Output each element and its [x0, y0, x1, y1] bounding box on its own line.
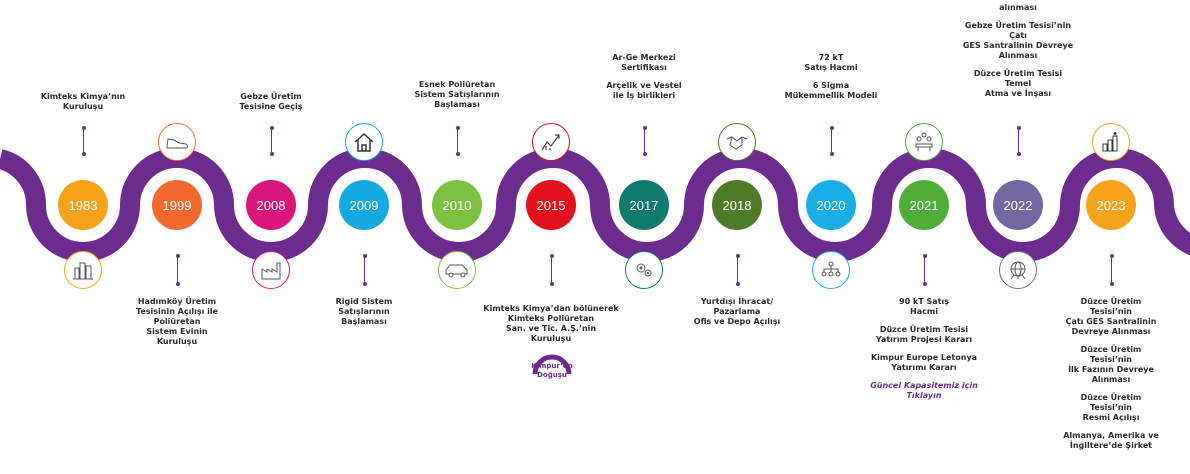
connector-2022	[1016, 126, 1021, 156]
connector-1983	[81, 126, 86, 156]
gears-icon	[625, 251, 663, 289]
meeting-icon	[905, 123, 943, 161]
city-buildings-icon	[64, 251, 102, 289]
year-badge-2022: 2022	[993, 180, 1043, 230]
year-badge-1999: 1999	[152, 180, 202, 230]
milestone-text-2018: Yurtdışı İhracat/Pazarlama Ofis ve Depo A…	[693, 297, 781, 326]
growth-chart-icon	[532, 123, 570, 161]
connector-2021	[922, 254, 927, 286]
capacity-link[interactable]: Güncel Kapasitemiz için Tıklayın	[870, 381, 978, 400]
milestone-text-2023: Düzce Üretim Tesisi’nin Çatı GES Santralin…	[1063, 297, 1159, 450]
connector-2015	[549, 254, 554, 286]
milestone-text-2017: Ar-Ge Merkezi Sertifikası Arçelik ve Vest…	[606, 53, 682, 100]
year-badge-2023: 2023	[1086, 180, 1136, 230]
house-icon	[345, 123, 383, 161]
year-badge-2021: 2021	[899, 180, 949, 230]
factory-icon	[252, 251, 290, 289]
year-badge-2017: 2017	[619, 180, 669, 230]
globe-network-icon	[999, 251, 1037, 289]
connector-2009	[362, 254, 367, 286]
milestone-text-2008: Gebze Üretim Tesisine Geçiş	[239, 92, 303, 111]
year-badge-2015: 2015	[526, 180, 576, 230]
year-badge-1983: 1983	[58, 180, 108, 230]
podium-climber-icon	[1092, 123, 1130, 161]
handshake-icon	[718, 123, 756, 161]
connector-2017	[642, 126, 647, 156]
year-badge-2010: 2010	[432, 180, 482, 230]
kimpur-origin-label: Kimpur’un Doğuşu	[531, 362, 573, 379]
team-network-icon	[812, 251, 850, 289]
kimpur-arc	[532, 354, 572, 375]
milestone-text-2009: Rigid Sistem Satışlarının Başlaması	[335, 297, 393, 326]
sneaker-icon	[158, 123, 196, 161]
year-badge-2008: 2008	[246, 180, 296, 230]
milestone-text-2022: alınması Gebze Üretim Tesisi’nin Çatı GES …	[962, 3, 1074, 98]
milestone-text-2021: 90 kT Satış Hacmi Düzce Üretim Tesisi Yatı…	[849, 297, 999, 401]
milestone-text-2020: 72 kT Satış Hacmi 6 Sigma Mükemmellik Mode…	[784, 53, 878, 100]
milestone-text-2015: Kimteks Kimya’dan bölünerek Kimteks Poliü…	[483, 304, 619, 343]
milestone-text-1999: Hadımköy Üretim Tesisinin Açılışı ile Poli…	[135, 297, 219, 346]
milestone-text-2010: Esnek Poliüretan Sistem Satışlarının Başla…	[414, 80, 500, 109]
connector-2020	[829, 126, 834, 156]
year-badge-2020: 2020	[806, 180, 856, 230]
year-badge-2018: 2018	[712, 180, 762, 230]
connector-1999	[175, 254, 180, 286]
car-icon	[438, 251, 476, 289]
connector-2008	[269, 126, 274, 156]
connector-2018	[735, 254, 740, 286]
milestone-text-1983: Kimteks Kimya’nın Kuruluşu	[40, 92, 126, 111]
connector-2010	[455, 126, 460, 156]
year-badge-2009: 2009	[339, 180, 389, 230]
connector-2023	[1109, 254, 1114, 286]
